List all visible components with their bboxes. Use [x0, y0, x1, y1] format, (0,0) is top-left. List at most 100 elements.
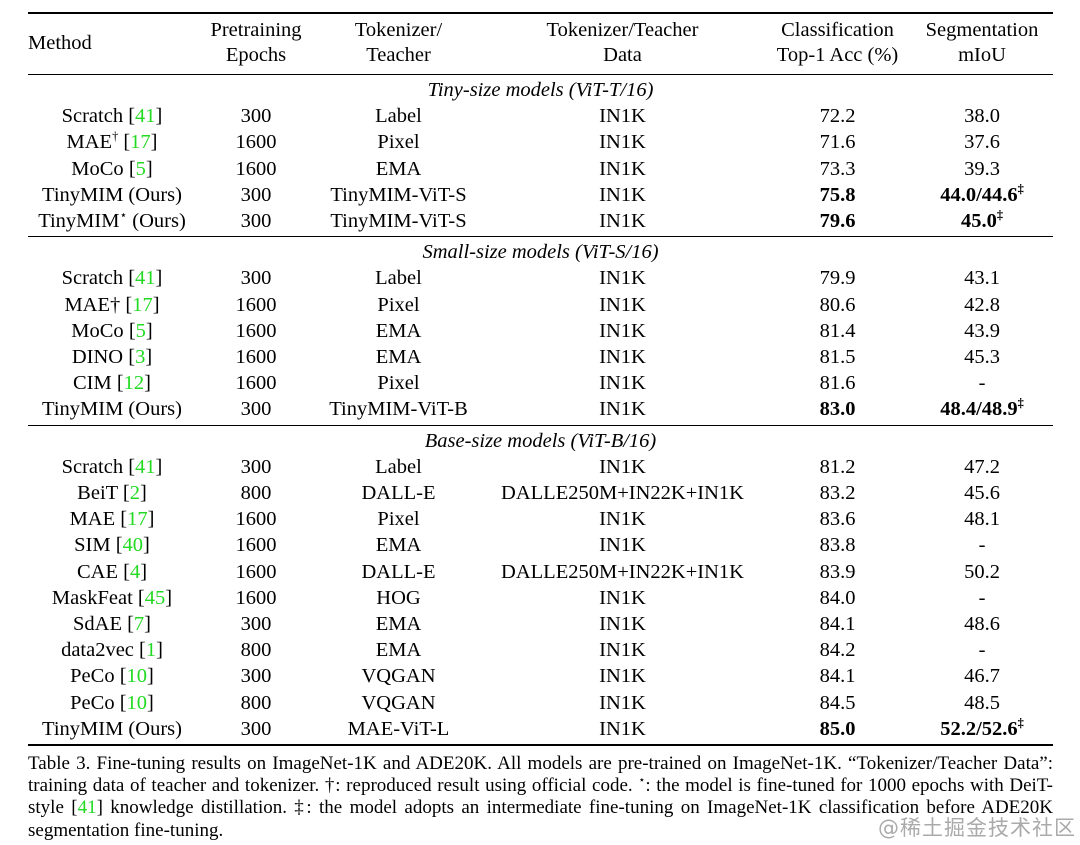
- segmentation-miou-cell: 50.2: [964, 560, 1000, 583]
- classification-acc-cell: 80.6: [819, 293, 856, 316]
- segmentation-miou-cell: -: [978, 639, 986, 662]
- method-cell: Scratch [41]: [61, 267, 163, 290]
- tokenizer-cell: Pixel: [377, 508, 420, 531]
- tokenizer-cell: Pixel: [377, 293, 420, 316]
- citation-link[interactable]: 45: [144, 586, 166, 609]
- citation-link[interactable]: 5: [135, 157, 146, 180]
- segmentation-miou-cell: 43.1: [964, 267, 1000, 290]
- citation-link[interactable]: 5: [135, 319, 146, 342]
- tokenizer-cell: Pixel: [377, 372, 420, 395]
- tokenizer-cell: TinyMIM-ViT-B: [329, 398, 468, 421]
- tokenizer-cell: Label: [375, 105, 422, 128]
- classification-acc-cell: 73.3: [819, 157, 856, 180]
- citation-link[interactable]: 41: [135, 267, 156, 290]
- method-cell: MAE† [17]: [66, 129, 158, 154]
- epochs-cell: 800: [240, 639, 272, 662]
- method-superscript: ⋆: [119, 208, 128, 223]
- citation-link[interactable]: 41: [135, 455, 156, 478]
- citation-link[interactable]: 40: [122, 534, 144, 557]
- table-section: Small-size models (ViT-S/16) Scratch [41]…: [28, 236, 1053, 425]
- tokenizer-data-cell: IN1K: [599, 717, 646, 740]
- classification-acc-cell: 75.8: [819, 183, 856, 206]
- method-cell: PeCo [10]: [70, 691, 154, 714]
- method-cell: data2vec [1]: [61, 639, 163, 662]
- epochs-cell: 300: [240, 267, 272, 290]
- tokenizer-cell: Label: [375, 267, 422, 290]
- method-cell: CAE [4]: [76, 560, 148, 583]
- citation-link[interactable]: 17: [130, 131, 151, 154]
- table-row: TinyMIM (Ours) 300 MAE-ViT-L IN1K 85.0 52.2/5…: [28, 716, 1053, 745]
- citation-link[interactable]: 17: [132, 293, 153, 316]
- tokenizer-cell: HOG: [376, 586, 421, 609]
- method-cell: TinyMIM (Ours): [42, 717, 182, 740]
- method-cell: MoCo [5]: [71, 157, 153, 180]
- citation-link[interactable]: 7: [133, 613, 145, 636]
- epochs-cell: 300: [240, 398, 272, 421]
- method-cell: MoCo [5]: [71, 319, 153, 342]
- tokenizer-cell: EMA: [375, 346, 422, 369]
- epochs-cell: 1600: [235, 131, 277, 154]
- tokenizer-cell: TinyMIM-ViT-S: [330, 183, 467, 206]
- tokenizer-cell: DALL-E: [361, 482, 436, 505]
- method-cell: SdAE [7]: [72, 613, 151, 636]
- tokenizer-data-cell: IN1K: [599, 455, 646, 478]
- table-section: Base-size models (ViT-B/16) Scratch [41] 3…: [28, 425, 1053, 745]
- tokenizer-data-cell: IN1K: [599, 346, 646, 369]
- classification-acc-cell: 83.9: [819, 560, 856, 583]
- col-header-classification-acc: Classification Top-1 Acc (%): [764, 13, 911, 75]
- citation-link[interactable]: 41: [77, 797, 97, 819]
- method-cell: MAE† [17]: [64, 293, 160, 316]
- segmentation-miou-cell: 52.2/52.6‡: [940, 716, 1024, 740]
- method-cell: TinyMIM (Ours): [42, 398, 182, 421]
- citation-link[interactable]: 41: [135, 105, 156, 128]
- table-row: SIM [40] 1600 EMA IN1K 83.8 -: [28, 532, 1053, 558]
- epochs-cell: 1600: [235, 319, 277, 342]
- citation-link[interactable]: 4: [129, 560, 141, 583]
- citation-link[interactable]: 1: [145, 639, 157, 662]
- watermark: @稀土掘金技术社区: [878, 816, 1076, 840]
- segmentation-miou-cell: 39.3: [964, 157, 1000, 180]
- citation-link[interactable]: 2: [129, 482, 140, 505]
- classification-acc-cell: 71.6: [819, 131, 856, 154]
- classification-acc-cell: 81.2: [819, 455, 856, 478]
- tokenizer-cell: EMA: [375, 534, 422, 557]
- classification-acc-cell: 83.6: [819, 508, 856, 531]
- method-cell: TinyMIM (Ours): [42, 183, 182, 206]
- col-header-method-label: Method: [28, 31, 92, 54]
- citation-link[interactable]: 3: [135, 346, 146, 369]
- tokenizer-data-cell: IN1K: [599, 131, 646, 154]
- table-row: MaskFeat [45] 1600 HOG IN1K 84.0 -: [28, 585, 1053, 611]
- table-row: DINO [3] 1600 EMA IN1K 81.5 45.3: [28, 344, 1053, 370]
- section-title: Tiny-size models (ViT-T/16): [427, 79, 654, 101]
- segmentation-miou-cell: 43.9: [964, 319, 1000, 342]
- results-table: Method Pretraining Epochs Tokenizer/Teach…: [28, 12, 1053, 747]
- classification-acc-cell: 81.4: [819, 319, 856, 342]
- tokenizer-data-cell: IN1K: [599, 210, 646, 233]
- epochs-cell: 300: [240, 455, 272, 478]
- tokenizer-data-cell: IN1K: [599, 293, 646, 316]
- citation-link[interactable]: 17: [127, 508, 148, 531]
- table-header: Method Pretraining Epochs Tokenizer/Teach…: [28, 13, 1053, 75]
- citation-link[interactable]: 10: [126, 665, 148, 688]
- section-title-row: Tiny-size models (ViT-T/16): [28, 75, 1053, 104]
- tokenizer-data-cell: IN1K: [599, 183, 646, 206]
- tokenizer-data-cell: DALLE250M+IN22K+IN1K: [501, 560, 744, 583]
- citation-link[interactable]: 12: [123, 372, 145, 395]
- method-cell: MaskFeat [45]: [51, 586, 173, 609]
- classification-acc-cell: 84.1: [819, 613, 856, 636]
- epochs-cell: 1600: [235, 293, 277, 316]
- segmentation-miou-cell: 45.6: [964, 482, 1000, 505]
- tokenizer-data-cell: IN1K: [599, 398, 646, 421]
- tokenizer-cell: EMA: [375, 157, 422, 180]
- section-title: Base-size models (ViT-B/16): [424, 429, 657, 452]
- segmentation-miou-cell: 38.0: [964, 105, 1000, 128]
- col-header-method: Method: [28, 13, 196, 75]
- tokenizer-data-cell: IN1K: [599, 534, 646, 557]
- table-row: MoCo [5] 1600 EMA IN1K 73.3 39.3: [28, 156, 1053, 182]
- table-row: SdAE [7] 300 EMA IN1K 84.1 48.6: [28, 611, 1053, 637]
- caption-text: Table 3. Fine-tuning results on ImageNet…: [28, 753, 1053, 797]
- tokenizer-cell: EMA: [375, 613, 422, 636]
- citation-link[interactable]: 10: [126, 691, 148, 714]
- table-row: MAE† [17] 1600 Pixel IN1K 80.6 42.8: [28, 292, 1053, 318]
- tokenizer-data-cell: DALLE250M+IN22K+IN1K: [501, 482, 744, 505]
